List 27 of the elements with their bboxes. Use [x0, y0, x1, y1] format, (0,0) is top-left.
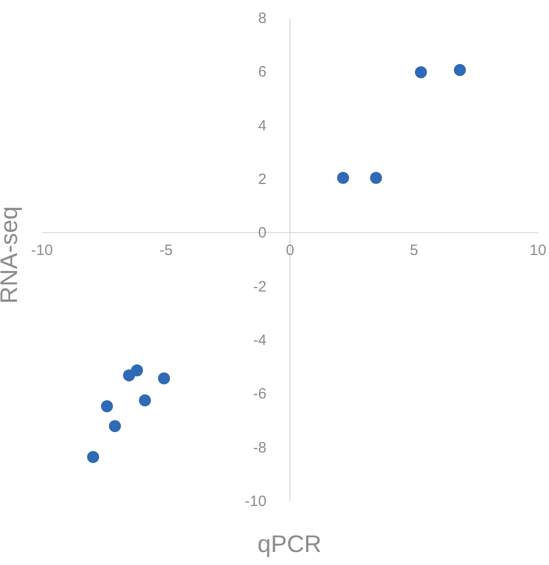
point	[370, 172, 382, 184]
y-tick-label: 8	[258, 10, 266, 27]
point	[123, 369, 136, 382]
y-tick-label: -8	[253, 439, 266, 456]
y-tick-label: -4	[253, 332, 266, 349]
x-tick-label: -10	[31, 242, 53, 260]
point	[337, 172, 350, 184]
point	[100, 400, 113, 412]
y-tick-label: 4	[258, 117, 266, 134]
y-tick-label: -2	[253, 278, 266, 296]
point	[414, 66, 427, 78]
y-tick-label: -6	[253, 386, 266, 403]
point	[158, 372, 170, 384]
x-tick-label: -5	[159, 242, 173, 260]
point	[138, 394, 151, 406]
point	[108, 420, 121, 432]
x-axis-title: qPCR	[256, 531, 323, 559]
x-tick-label: 10	[530, 242, 546, 260]
y-tick-label: 2	[258, 171, 266, 188]
y-tick-label: 0	[258, 224, 266, 242]
point	[454, 64, 466, 76]
y-tick-label: -10	[244, 493, 266, 510]
point	[87, 450, 100, 463]
y-axis-title: RNA-seq	[0, 205, 24, 306]
x-tick-label: 5	[410, 242, 418, 260]
y-tick-label: 6	[258, 64, 266, 81]
x-tick-label: 0	[286, 242, 294, 260]
